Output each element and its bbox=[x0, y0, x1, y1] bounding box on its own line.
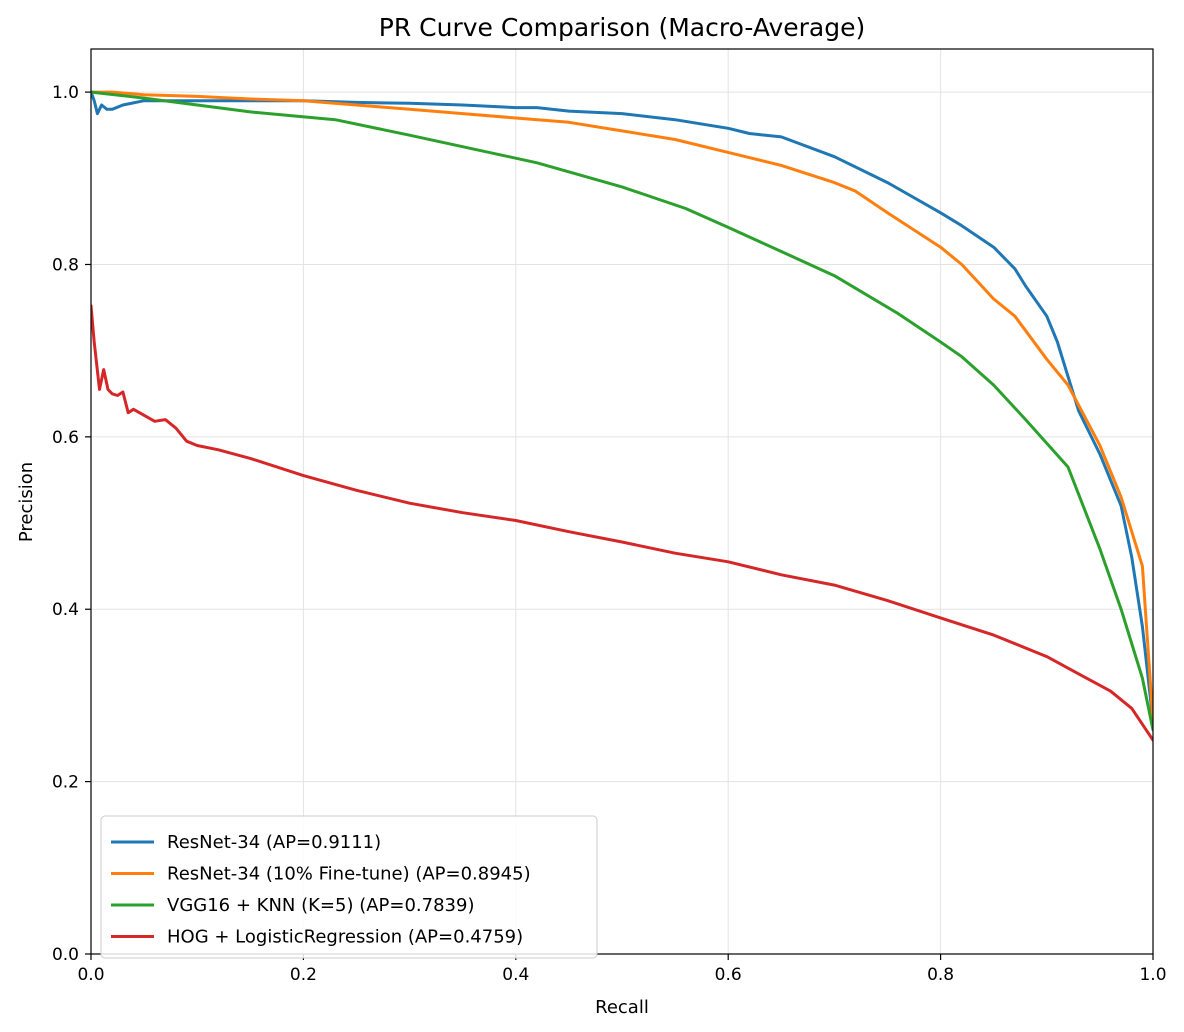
legend-label-4: HOG + LogisticRegression (AP=0.4759) bbox=[167, 927, 523, 948]
chart-title: PR Curve Comparison (Macro-Average) bbox=[379, 13, 866, 42]
legend-label-2: ResNet-34 (10% Fine-tune) (AP=0.8945) bbox=[167, 864, 531, 885]
y-axis-title: Precision bbox=[16, 462, 37, 542]
y-tick-label: 0.6 bbox=[52, 428, 79, 448]
y-tick-label: 0.0 bbox=[52, 945, 79, 965]
tick-layer: 0.0 0.2 0.4 0.6 0.8 1.0 0.0 0.2 0.4 0.6 0.8 1.0 bbox=[52, 83, 1167, 985]
x-tick-label: 0.2 bbox=[290, 965, 317, 985]
plot-frame bbox=[90, 48, 1154, 955]
y-tick-label: 0.4 bbox=[52, 600, 79, 620]
legend-box bbox=[100, 815, 598, 959]
y-tick-label: 0.8 bbox=[52, 255, 79, 275]
x-tick-label: 0.6 bbox=[715, 965, 742, 985]
series-line-2 bbox=[91, 90, 1153, 723]
y-tick-label: 1.0 bbox=[52, 83, 79, 103]
x-tick-label: 0.8 bbox=[927, 965, 954, 985]
y-tick-label: 0.2 bbox=[52, 773, 79, 793]
grid-layer bbox=[90, 49, 1154, 955]
x-tick-label: 0.4 bbox=[502, 965, 529, 985]
series-line-4 bbox=[91, 304, 1153, 742]
legend: ResNet-34 (AP=0.9111) ResNet-34 (10% Fine… bbox=[100, 815, 598, 959]
legend-label-1: ResNet-34 (AP=0.9111) bbox=[167, 832, 381, 853]
legend-label-3: VGG16 + KNN (K=5) (AP=0.7839) bbox=[167, 895, 474, 916]
series-line-1 bbox=[91, 90, 1153, 723]
x-tick-label: 0.0 bbox=[77, 965, 104, 985]
series-layer bbox=[91, 90, 1153, 742]
x-axis-title: Recall bbox=[595, 997, 649, 1018]
x-tick-label: 1.0 bbox=[1139, 965, 1166, 985]
series-line-3 bbox=[91, 90, 1153, 732]
